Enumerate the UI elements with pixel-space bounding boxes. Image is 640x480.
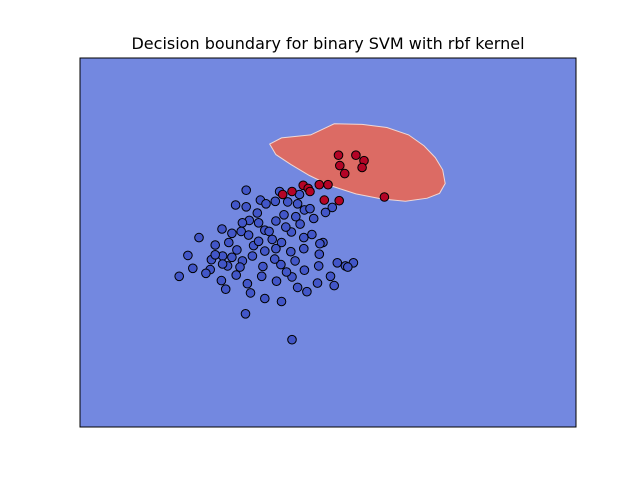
- data-point-class-1: [314, 179, 325, 190]
- data-point-class-0: [232, 245, 242, 255]
- data-point-class-0: [299, 243, 309, 254]
- data-point-class-0: [261, 199, 271, 209]
- data-point-class-0: [281, 222, 291, 232]
- data-point-class-0: [237, 218, 248, 228]
- data-point-class-0: [290, 256, 300, 266]
- data-point-class-0: [241, 185, 251, 195]
- data-point-class-0: [194, 232, 204, 243]
- data-point-class-0: [271, 276, 282, 287]
- data-point-class-0: [308, 213, 319, 224]
- data-point-class-0: [332, 258, 343, 268]
- plot-area: [79, 57, 577, 428]
- data-point-class-0: [302, 286, 312, 297]
- data-point-class-0: [243, 230, 254, 240]
- data-point-class-0: [220, 284, 231, 295]
- data-points: [174, 150, 390, 345]
- data-point-class-0: [299, 232, 309, 243]
- data-point-class-0: [287, 334, 297, 345]
- data-point-class-0: [235, 262, 245, 272]
- data-point-class-0: [270, 196, 281, 207]
- data-point-class-0: [252, 208, 263, 218]
- data-point-class-0: [264, 226, 274, 237]
- data-point-class-0: [201, 268, 211, 279]
- data-point-class-0: [305, 203, 315, 214]
- data-point-class-0: [315, 238, 325, 249]
- data-point-class-0: [188, 263, 198, 274]
- data-point-class-0: [260, 246, 270, 256]
- data-point-class-1: [277, 189, 288, 200]
- data-point-class-1: [333, 150, 344, 160]
- data-point-class-0: [216, 275, 227, 286]
- data-point-class-0: [292, 282, 303, 293]
- chart-title: Decision boundary for binary SVM with rb…: [131, 34, 524, 53]
- data-point-class-0: [245, 288, 256, 298]
- data-point-class-0: [242, 278, 253, 289]
- data-point-class-1: [319, 195, 330, 205]
- data-point-class-0: [210, 240, 220, 250]
- data-point-class-1: [323, 179, 333, 190]
- data-point-class-0: [312, 278, 323, 288]
- data-point-class-0: [256, 271, 267, 282]
- data-point-class-0: [231, 270, 241, 280]
- data-point-class-0: [307, 229, 317, 240]
- negative-class-region: [80, 58, 576, 427]
- data-point-class-0: [279, 210, 289, 220]
- data-point-class-0: [325, 271, 336, 282]
- data-point-class-1: [335, 160, 345, 171]
- data-point-class-0: [241, 202, 251, 212]
- data-point-class-0: [271, 243, 281, 254]
- data-point-class-0: [183, 250, 193, 261]
- data-point-class-0: [210, 250, 220, 260]
- data-point-class-0: [320, 207, 331, 218]
- data-point-class-0: [247, 251, 258, 261]
- data-point-class-1: [305, 186, 315, 197]
- data-point-class-0: [343, 262, 353, 272]
- data-point-class-0: [230, 200, 241, 210]
- data-point-class-0: [313, 261, 324, 271]
- data-point-class-1: [379, 192, 390, 202]
- data-point-class-1: [351, 150, 361, 160]
- data-point-class-0: [253, 218, 264, 228]
- data-point-class-1: [357, 162, 367, 173]
- data-point-class-0: [240, 309, 251, 319]
- data-point-class-0: [236, 226, 246, 237]
- data-point-class-0: [217, 259, 228, 269]
- data-point-class-0: [314, 249, 325, 259]
- data-point-class-1: [334, 195, 345, 206]
- data-point-class-0: [286, 246, 296, 257]
- data-point-class-0: [281, 267, 292, 277]
- data-point-class-0: [253, 236, 264, 247]
- data-point-class-0: [224, 237, 234, 248]
- data-point-class-0: [299, 265, 310, 276]
- data-point-class-0: [276, 237, 287, 248]
- data-point-class-0: [276, 259, 286, 270]
- positive-class-region: [269, 123, 446, 202]
- data-point-class-0: [267, 234, 278, 245]
- data-point-class-0: [327, 202, 338, 213]
- data-point-class-0: [292, 199, 303, 209]
- data-point-class-1: [287, 186, 297, 197]
- data-point-class-0: [282, 197, 293, 207]
- data-point-class-0: [329, 280, 340, 291]
- data-point-class-0: [269, 254, 280, 264]
- data-point-class-0: [258, 261, 268, 272]
- data-point-class-1: [339, 168, 350, 179]
- data-point-class-0: [227, 228, 237, 239]
- data-point-class-0: [174, 271, 184, 282]
- data-point-class-0: [295, 219, 305, 229]
- plot-frame: [79, 57, 577, 428]
- data-point-class-0: [276, 296, 287, 307]
- data-point-class-0: [291, 211, 301, 222]
- data-point-class-0: [227, 252, 237, 263]
- data-point-class-0: [260, 293, 270, 304]
- data-point-class-0: [217, 224, 227, 234]
- data-point-class-0: [271, 216, 281, 226]
